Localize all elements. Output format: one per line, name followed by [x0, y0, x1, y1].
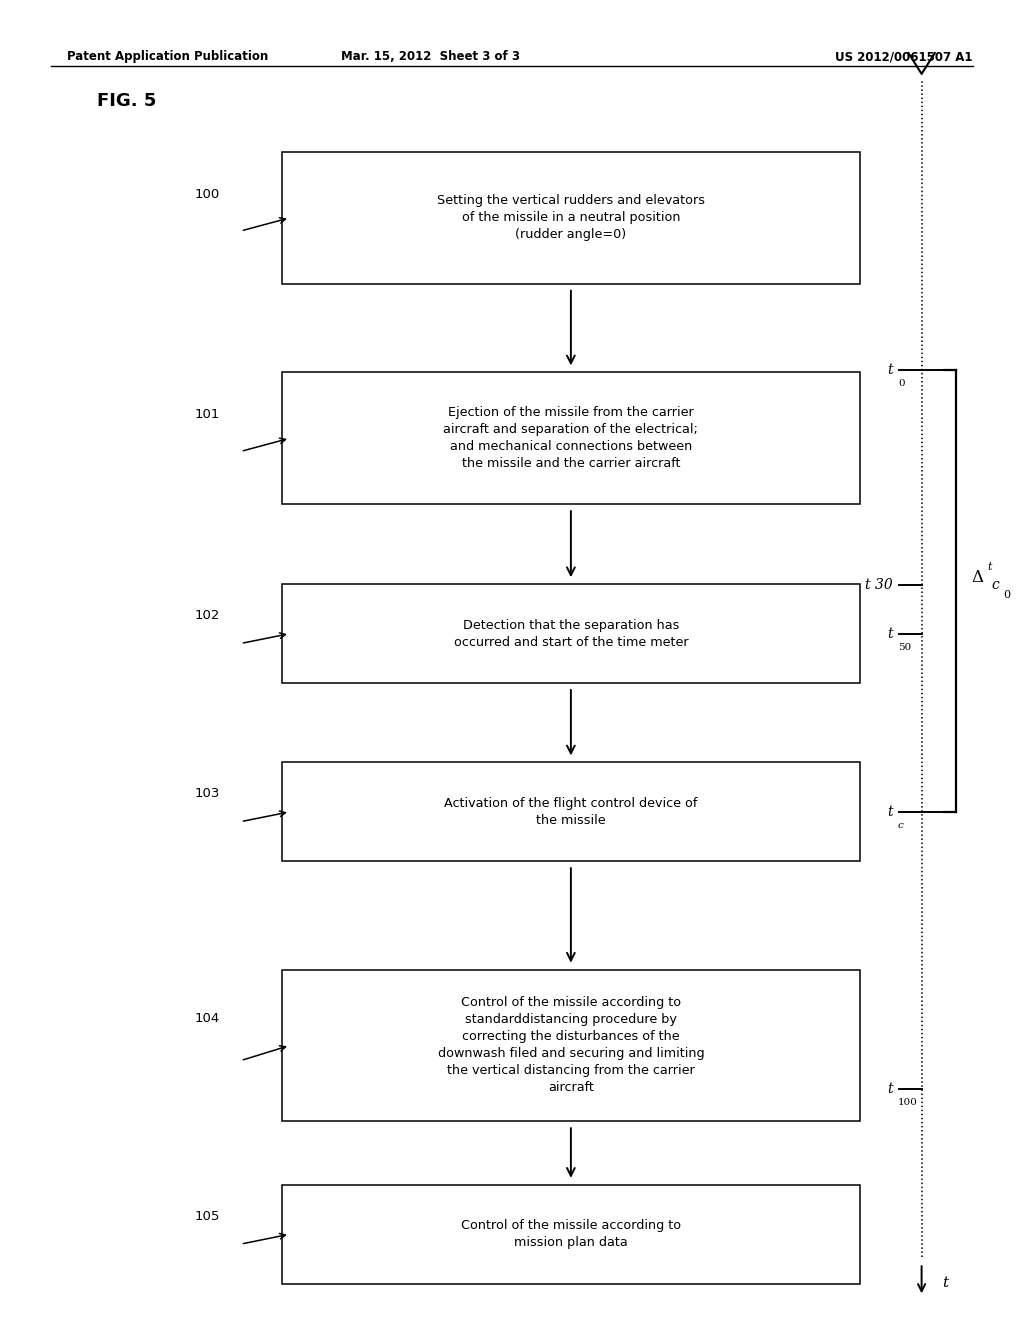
Bar — [282, 1185, 860, 1283]
Text: Setting the vertical rudders and elevators
of the missile in a neutral position
: Setting the vertical rudders and elevato… — [437, 194, 705, 242]
Text: 50: 50 — [898, 643, 911, 652]
Bar — [282, 762, 860, 861]
Text: t: t — [888, 805, 893, 818]
Bar — [282, 152, 860, 284]
Text: 101: 101 — [195, 408, 220, 421]
Text: t: t — [987, 562, 991, 572]
Text: Δ: Δ — [972, 569, 984, 586]
Text: 100: 100 — [195, 187, 220, 201]
Text: 102: 102 — [195, 610, 220, 622]
Text: Activation of the flight control device of
the missile: Activation of the flight control device … — [444, 797, 697, 826]
Text: FIG. 5: FIG. 5 — [97, 92, 157, 111]
Text: t: t — [888, 627, 893, 640]
Text: t: t — [888, 1082, 893, 1096]
Text: c: c — [991, 578, 999, 593]
Text: Patent Application Publication: Patent Application Publication — [67, 50, 268, 63]
Text: 100: 100 — [898, 1098, 918, 1107]
Text: Control of the missile according to
standarddistancing procedure by
correcting t: Control of the missile according to stan… — [437, 997, 705, 1094]
Text: 104: 104 — [195, 1011, 220, 1024]
Text: 0: 0 — [898, 379, 904, 388]
Text: 103: 103 — [195, 788, 220, 800]
Bar — [282, 372, 860, 504]
Text: 0: 0 — [1004, 590, 1011, 599]
Text: US 2012/0061507 A1: US 2012/0061507 A1 — [836, 50, 973, 63]
Text: t 30: t 30 — [865, 578, 893, 591]
Text: Mar. 15, 2012  Sheet 3 of 3: Mar. 15, 2012 Sheet 3 of 3 — [341, 50, 519, 63]
Bar — [282, 583, 860, 682]
Text: 105: 105 — [195, 1210, 220, 1222]
Text: t: t — [888, 363, 893, 376]
Text: Control of the missile according to
mission plan data: Control of the missile according to miss… — [461, 1220, 681, 1249]
Bar — [282, 969, 860, 1122]
Text: c: c — [898, 821, 904, 830]
Text: t: t — [942, 1275, 948, 1290]
Text: Detection that the separation has
occurred and start of the time meter: Detection that the separation has occurr… — [454, 619, 688, 648]
Text: Ejection of the missile from the carrier
aircraft and separation of the electric: Ejection of the missile from the carrier… — [443, 407, 698, 470]
